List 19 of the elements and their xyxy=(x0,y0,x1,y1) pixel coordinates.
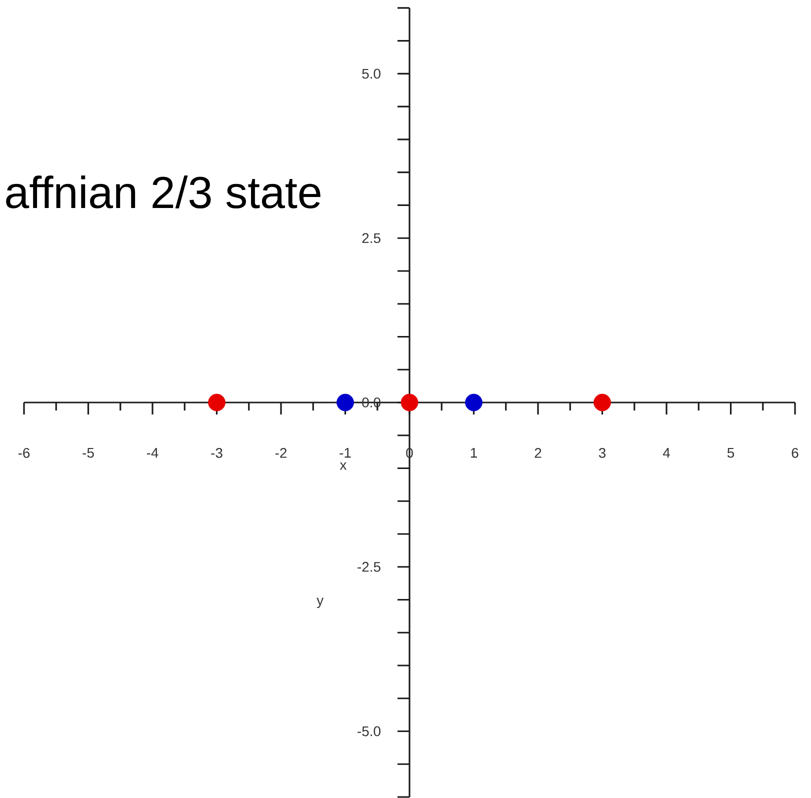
x-tick-label: 2 xyxy=(534,448,542,458)
y-tick-label: -2.5 xyxy=(358,562,380,572)
y-axis-title: y xyxy=(316,598,324,608)
x-tick-label: 1 xyxy=(470,448,477,458)
x-tick-label: -4 xyxy=(146,448,158,458)
y-tick-label: 5.0 xyxy=(362,68,380,79)
x-tick-label: 5 xyxy=(727,448,734,458)
y-tick-label: -5.0 xyxy=(358,726,380,736)
x-axis-title: x xyxy=(340,462,347,470)
x-tick-label: -3 xyxy=(211,448,222,458)
x-tick-label: 6 xyxy=(792,448,798,458)
y-tick-label: 2.5 xyxy=(362,233,380,244)
x-tick-label: -5 xyxy=(82,448,94,458)
x-tick-label: -2 xyxy=(275,448,287,458)
text: affnian 2/3 state xyxy=(6,176,320,208)
x-tick-label: 4 xyxy=(662,448,670,458)
x-tick-label: 3 xyxy=(598,448,606,458)
x-tick-label: -6 xyxy=(18,448,30,458)
x-tick-label: -1 xyxy=(340,448,351,458)
